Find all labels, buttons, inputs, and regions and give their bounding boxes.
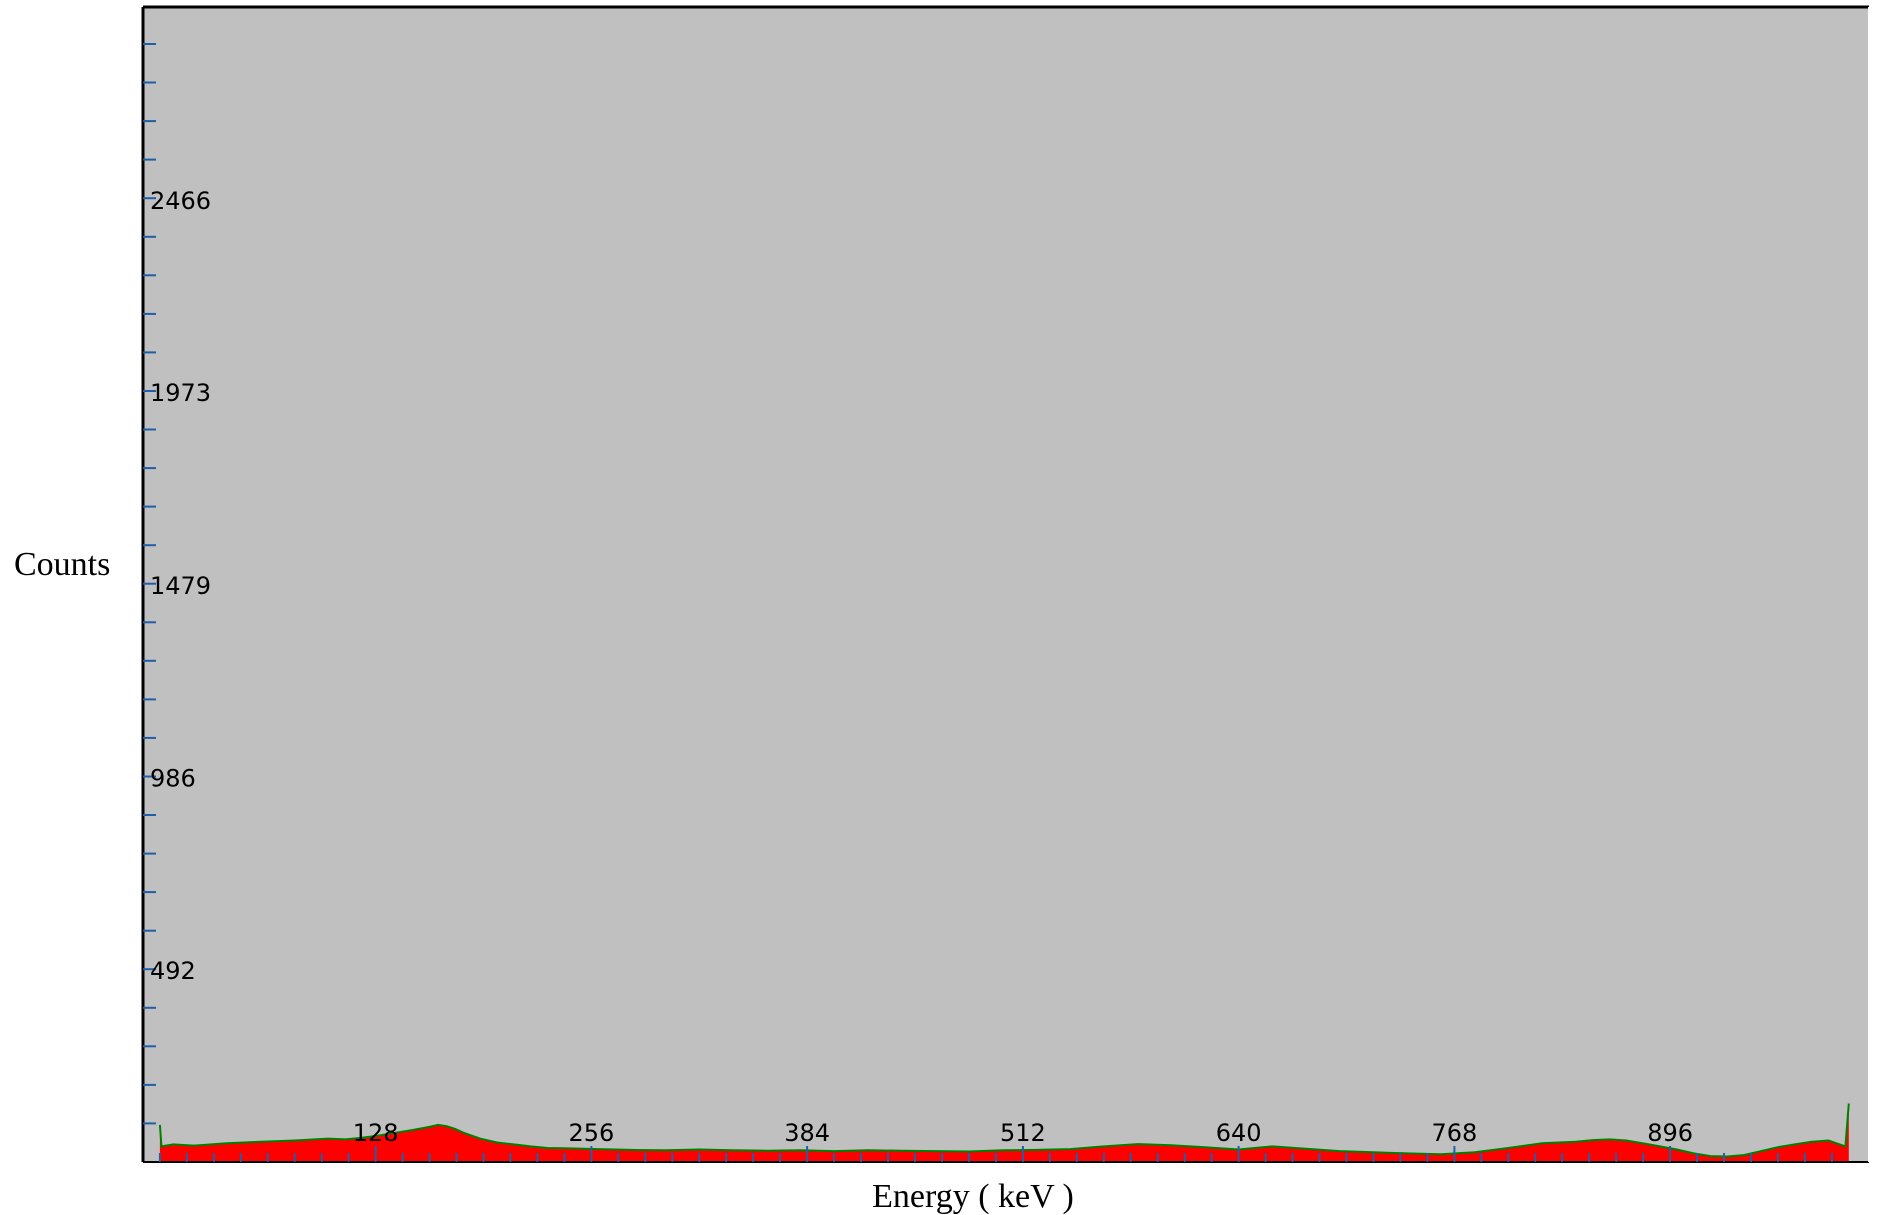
y-tick-label: 2466 [150,187,211,215]
x-tick-label: 768 [1431,1119,1477,1147]
y-axis-title: Counts [14,546,110,583]
y-tick-label: 1479 [150,572,211,600]
series-0-outline [158,1103,1850,1158]
x-tick-labels: 128 256 384 512 640 768 896 [353,1119,1693,1147]
y-tick-label: 986 [150,764,196,792]
series-layer [158,1103,1850,1162]
plot-background [143,7,1869,1162]
y-minor-ticks [143,43,156,1125]
x-tick-label: 896 [1647,1119,1693,1147]
x-axis-title: Energy ( keV ) [872,1178,1074,1215]
x-tick-label: 512 [1000,1119,1046,1147]
x-minor-ticks [158,1146,1833,1162]
y-tick-label: 492 [150,957,196,985]
x-tick-label: 256 [568,1119,614,1147]
x-tick-label: 384 [784,1119,830,1147]
y-tick-label: 1973 [150,379,211,407]
x-tick-label: 640 [1216,1119,1262,1147]
x-tick-label: 128 [353,1119,399,1147]
y-tick-labels: 492 986 1479 1973 2466 [150,187,211,985]
